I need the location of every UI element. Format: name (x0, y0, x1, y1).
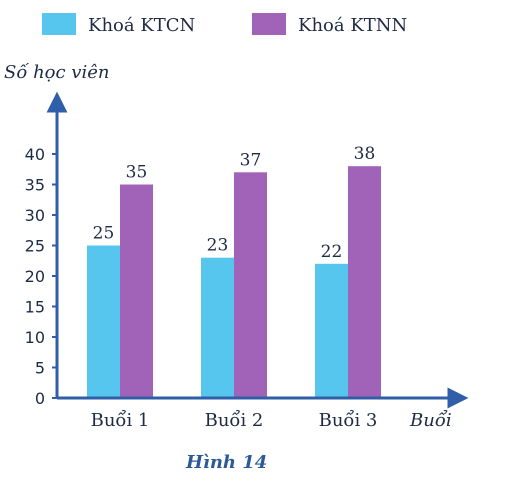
x-tick-label: Buổi 1 (91, 409, 150, 431)
y-tick-label: 20 (25, 267, 45, 286)
legend-label-ktcn: Khoá KTCN (88, 15, 195, 36)
value-label: 35 (126, 163, 148, 183)
bars (87, 166, 381, 398)
y-tick-label: 0 (35, 389, 45, 408)
value-label: 38 (354, 144, 376, 164)
y-tick-label: 30 (25, 206, 45, 225)
y-tick-label: 25 (25, 237, 45, 256)
y-tick-label: 10 (25, 328, 45, 347)
legend-swatch-ktnn (252, 13, 286, 35)
y-axis-ticks: 0 5 10 15 20 25 30 35 40 (25, 145, 57, 408)
value-label: 23 (207, 236, 229, 256)
y-tick-label: 35 (25, 176, 45, 195)
value-labels: 25 35 23 37 22 38 (93, 144, 376, 262)
bar-ktcn-1 (87, 245, 120, 398)
bar-ktnn-3 (348, 166, 381, 398)
legend: Khoá KTCN Khoá KTNN (42, 13, 407, 36)
x-axis-title: Buổi (409, 409, 452, 431)
bar-ktnn-2 (234, 172, 267, 398)
bar-ktcn-2 (201, 257, 234, 398)
x-tick-label: Buổi 2 (205, 409, 264, 431)
y-tick-label: 15 (25, 298, 45, 317)
y-tick-label: 5 (35, 359, 45, 378)
bar-ktcn-3 (315, 263, 348, 398)
value-label: 22 (321, 242, 343, 262)
value-label: 37 (240, 150, 262, 170)
legend-swatch-ktcn (42, 13, 76, 35)
figure-caption: Hình 14 (185, 452, 267, 473)
bar-ktnn-1 (120, 184, 153, 398)
y-tick-label: 40 (25, 145, 45, 164)
value-label: 25 (93, 224, 115, 244)
x-tick-label: Buổi 3 (319, 409, 378, 431)
y-axis-title: Số học viên (4, 62, 109, 83)
legend-label-ktnn: Khoá KTNN (298, 15, 407, 36)
x-axis-category-labels: Buổi 1 Buổi 2 Buổi 3 (91, 409, 378, 431)
